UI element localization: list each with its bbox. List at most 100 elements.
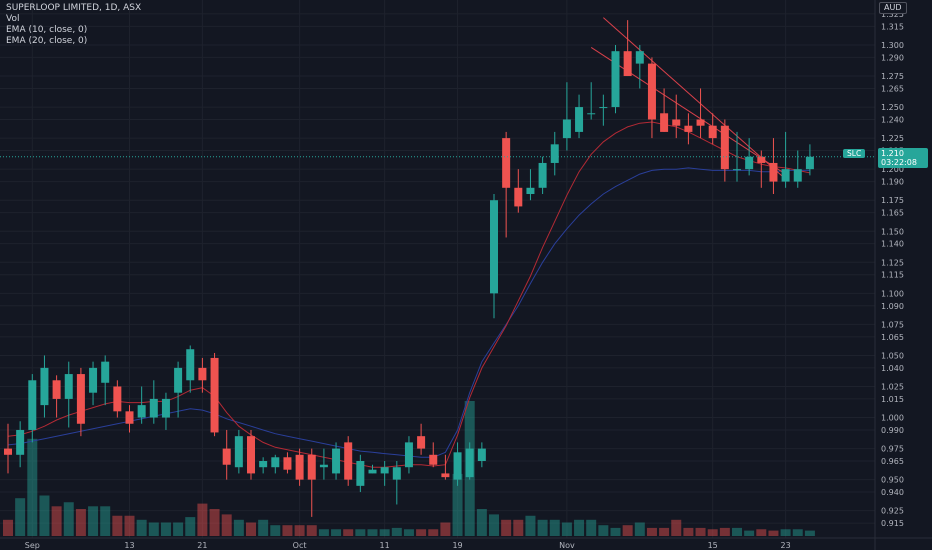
candle xyxy=(477,442,486,468)
volume-bar xyxy=(15,498,26,536)
candle xyxy=(757,150,766,188)
legend-vol[interactable]: Vol xyxy=(6,14,20,24)
candle-body xyxy=(550,144,559,163)
candle-body xyxy=(319,464,328,468)
volume-bar xyxy=(610,527,621,536)
volume-bar xyxy=(221,514,232,536)
price-tick-label: 1.100 xyxy=(881,289,904,298)
candle xyxy=(502,131,511,238)
candle xyxy=(52,375,61,418)
time-tick-label: 21 xyxy=(197,541,207,550)
legend-title[interactable]: SUPERLOOP LIMITED, 1D, ASX xyxy=(6,3,142,13)
candle xyxy=(40,355,49,418)
price-tick-label: 1.125 xyxy=(881,258,904,267)
time-tick-label: Nov xyxy=(559,541,575,550)
volume-bar xyxy=(756,529,767,536)
candle xyxy=(186,345,195,393)
candle-body xyxy=(186,349,195,381)
candle-body xyxy=(332,448,341,474)
volume-bar xyxy=(306,525,317,536)
volume-bar xyxy=(282,525,293,536)
candle xyxy=(174,361,183,418)
candle-body xyxy=(89,367,98,393)
candle-body xyxy=(356,461,365,486)
legend-ema10[interactable]: EMA (10, close, 0) xyxy=(6,25,88,35)
candle-body xyxy=(137,405,146,418)
volume-bar xyxy=(561,522,572,536)
candle-body xyxy=(635,51,644,64)
candle xyxy=(149,380,158,424)
candles xyxy=(4,20,814,517)
volume-bar xyxy=(659,527,670,536)
candle xyxy=(720,119,729,182)
volume-bar xyxy=(246,522,256,536)
price-tick-label: 1.225 xyxy=(881,134,904,143)
candle xyxy=(599,94,608,126)
bar-countdown: 03:22:08 xyxy=(881,158,917,167)
candle-body xyxy=(125,411,134,424)
candle xyxy=(465,442,474,480)
volume-bar xyxy=(732,527,742,536)
candle-body xyxy=(149,398,158,418)
volume-bar xyxy=(622,525,633,536)
time-tick-label: Oct xyxy=(293,541,307,550)
legend-ema20[interactable]: EMA (20, close, 0) xyxy=(6,36,88,46)
candle xyxy=(210,352,219,437)
candle xyxy=(161,392,170,430)
volume-bar xyxy=(804,530,815,536)
candle xyxy=(550,131,559,176)
candle-body xyxy=(174,367,183,393)
price-tick-label: 1.090 xyxy=(881,302,904,311)
candle-body xyxy=(222,448,231,465)
price-tick-label: 1.150 xyxy=(881,227,904,236)
candle xyxy=(538,156,547,195)
volume-bar xyxy=(148,522,159,536)
time-tick-label: 15 xyxy=(708,541,718,550)
currency-label[interactable]: AUD xyxy=(879,2,907,14)
volume-bar xyxy=(270,525,281,536)
price-tick-label: 0.940 xyxy=(881,488,904,497)
candle xyxy=(672,94,681,139)
volume-bar xyxy=(100,506,111,536)
volume-bar xyxy=(27,438,38,536)
price-tick-label: 0.915 xyxy=(881,519,904,528)
candle-body xyxy=(295,454,304,480)
candle-body xyxy=(745,156,754,170)
candle xyxy=(28,374,37,443)
candle-body xyxy=(587,113,596,115)
volume-bar xyxy=(537,519,548,536)
price-tick-label: 1.190 xyxy=(881,178,904,187)
volume-bar xyxy=(634,522,645,536)
price-axis[interactable]: 0.915 0.925 0.940 0.950 0.965 0.975 0.990 1.000… xyxy=(874,0,904,550)
candle-body xyxy=(259,461,268,468)
candle xyxy=(198,357,207,393)
trendlines[interactable] xyxy=(590,17,786,180)
candle-body xyxy=(708,125,717,139)
price-tick-label: 0.975 xyxy=(881,445,904,454)
candle xyxy=(16,421,25,468)
volume-bar xyxy=(197,503,208,536)
candle-body xyxy=(380,467,389,474)
candle-body xyxy=(502,138,511,188)
candle xyxy=(344,436,353,486)
candle-body xyxy=(769,162,778,182)
candle-body xyxy=(392,467,401,480)
candle-body xyxy=(757,156,766,163)
candle-body xyxy=(271,457,280,468)
time-axis[interactable]: Sep 13 21 Oct 11 19 Nov 15 23 xyxy=(0,537,932,550)
price-tick-label: 1.240 xyxy=(881,115,904,124)
volume-bar xyxy=(294,525,305,536)
candle-body xyxy=(28,380,37,430)
volume-bar xyxy=(331,529,342,536)
grid xyxy=(0,0,875,538)
price-tick-label: 1.000 xyxy=(881,414,904,423)
candle-body xyxy=(599,107,608,109)
volume-bar xyxy=(75,509,86,536)
candle xyxy=(490,194,498,319)
volume-bar xyxy=(124,515,135,536)
candle-body xyxy=(477,448,486,462)
volume-bar xyxy=(379,529,390,536)
volume-bar xyxy=(707,529,718,536)
candle xyxy=(441,454,450,480)
